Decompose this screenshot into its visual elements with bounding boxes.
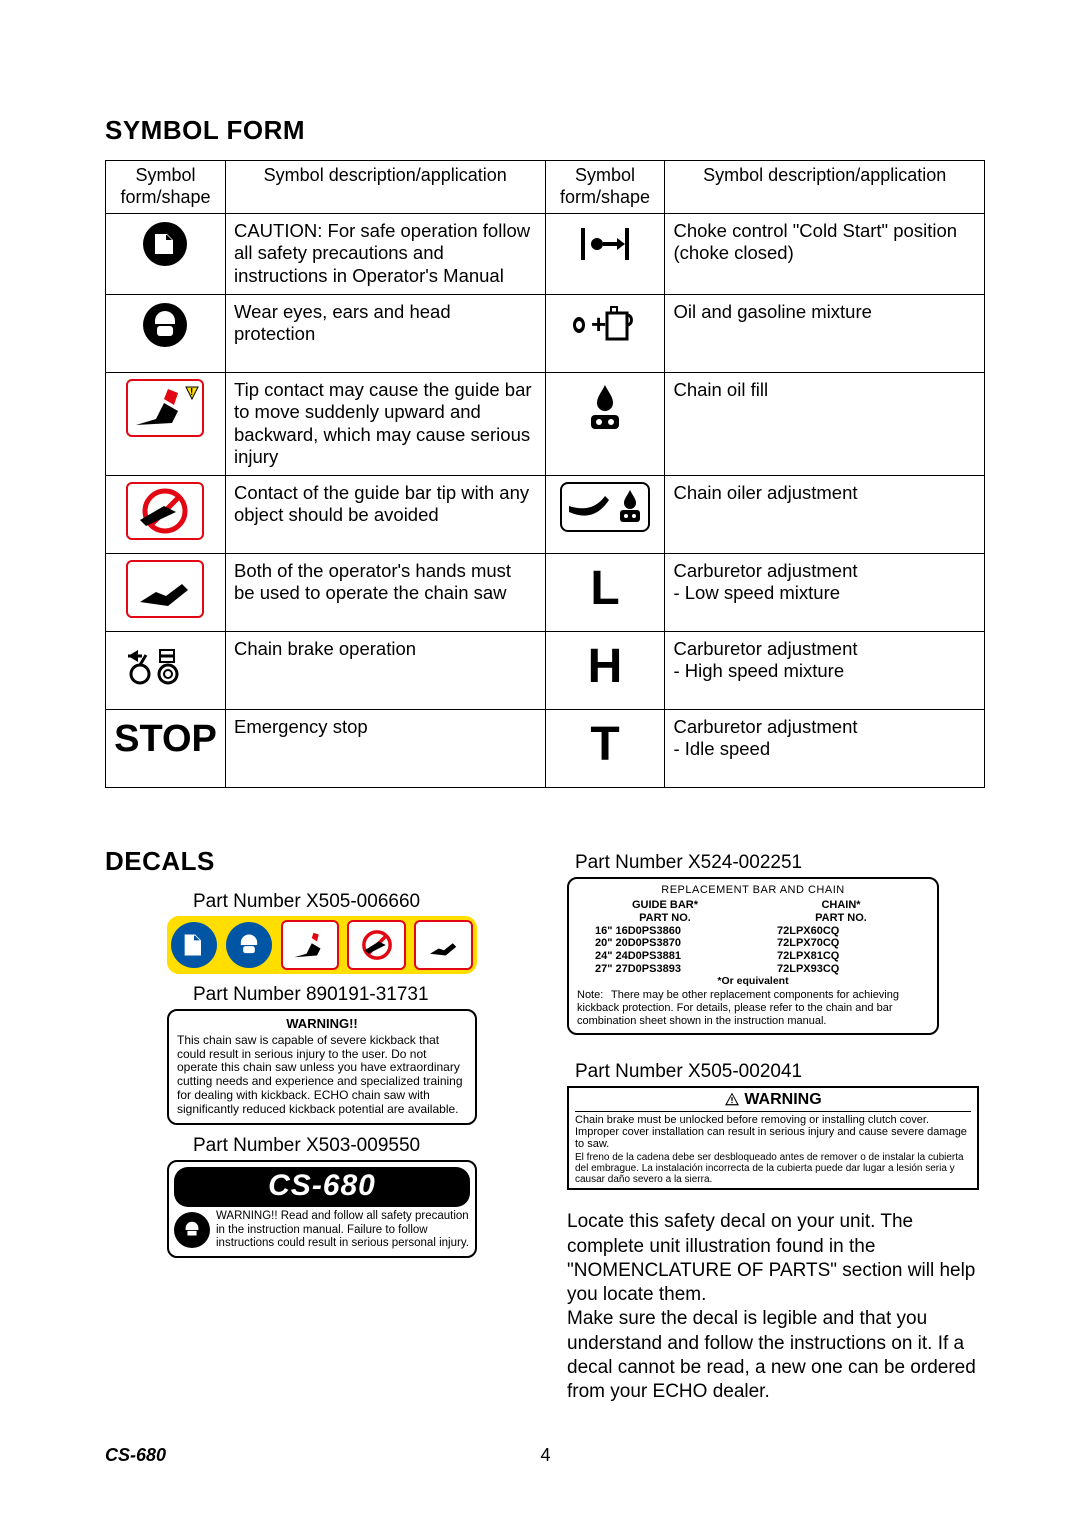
symbol-desc-b-3: Chain oiler adjustment bbox=[665, 475, 985, 553]
decal-bar-chain: REPLACEMENT BAR AND CHAIN GUIDE BAR* PAR… bbox=[567, 877, 939, 1035]
svg-text:+: + bbox=[591, 309, 606, 339]
symbol-icon-a-3 bbox=[106, 475, 226, 553]
symbol-desc-a-3: Contact of the guide bar tip with any ob… bbox=[225, 475, 545, 553]
symbol-desc-a-4: Both of the operator's hands must be use… bbox=[225, 553, 545, 631]
part-number-2: Part Number 890191-31731 bbox=[193, 984, 523, 1006]
page-footer: CS-680 4 bbox=[105, 1445, 985, 1466]
part-number-1: Part Number X505-006660 bbox=[193, 891, 523, 913]
helmet-icon bbox=[174, 1212, 210, 1248]
symbol-desc-a-1: Wear eyes, ears and head protection bbox=[225, 294, 545, 372]
symbol-icon-b-5: H bbox=[545, 631, 665, 709]
or-equivalent: *Or equivalent bbox=[577, 975, 929, 987]
symbol-desc-b-4: Carburetor adjustment - Low speed mixtur… bbox=[665, 553, 985, 631]
chain-col-head: CHAIN* PART NO. bbox=[753, 899, 929, 924]
manual-icon bbox=[171, 922, 217, 968]
locate-decal-text: Locate this safety decal on your unit. T… bbox=[567, 1210, 985, 1405]
symbol-icon-b-1: + bbox=[545, 294, 665, 372]
part-number-5: Part Number X505-002041 bbox=[575, 1061, 985, 1083]
th-shape-a: Symbol form/shape bbox=[106, 161, 226, 214]
symbol-icon-a-4 bbox=[106, 553, 226, 631]
no-tip-icon bbox=[347, 920, 406, 970]
decal-cs680: CS-680 WARNING!! Read and follow all saf… bbox=[167, 1160, 477, 1258]
decals-right-column: Part Number X524-002251 REPLACEMENT BAR … bbox=[567, 810, 985, 1405]
decal-warning-kickback: WARNING!! This chain saw is capable of s… bbox=[167, 1009, 477, 1125]
symbol-icon-a-5 bbox=[106, 631, 226, 709]
symbol-desc-a-6: Emergency stop bbox=[225, 709, 545, 787]
two-hands-icon bbox=[414, 920, 473, 970]
symbol-icon-b-0 bbox=[545, 213, 665, 294]
symbol-icon-a-2: ! bbox=[106, 372, 226, 475]
warn3-en: Chain brake must be unlocked before remo… bbox=[575, 1114, 971, 1151]
symbol-icon-a-0 bbox=[106, 213, 226, 294]
bar-col-head: GUIDE BAR* PART NO. bbox=[577, 899, 753, 924]
bar-chain-note: Note:There may be other replacement comp… bbox=[577, 989, 929, 1027]
symbol-icon-b-3 bbox=[545, 475, 665, 553]
chain-list: 72LPX60CQ72LPX70CQ72LPX81CQ72LPX93CQ bbox=[747, 925, 929, 976]
section-title-decals: DECALS bbox=[105, 846, 523, 877]
warning-heading-3: WARNING bbox=[575, 1091, 971, 1109]
symbol-icon-b-2 bbox=[545, 372, 665, 475]
th-shape-b: Symbol form/shape bbox=[545, 161, 665, 214]
symbol-desc-b-0: Choke control "Cold Start" position (cho… bbox=[665, 213, 985, 294]
th-desc-b: Symbol description/application bbox=[665, 161, 985, 214]
svg-text:!: ! bbox=[190, 387, 193, 398]
symbol-icon-b-4: L bbox=[545, 553, 665, 631]
bar-chain-head: REPLACEMENT BAR AND CHAIN bbox=[577, 884, 929, 897]
symbol-desc-b-6: Carburetor adjustment - Idle speed bbox=[665, 709, 985, 787]
warn3-es: El freno de la cadena debe ser desbloque… bbox=[575, 1152, 971, 1186]
symbol-desc-b-1: Oil and gasoline mixture bbox=[665, 294, 985, 372]
cs680-text: WARNING!! Read and follow all safety pre… bbox=[216, 1210, 470, 1251]
symbol-icon-a-1 bbox=[106, 294, 226, 372]
symbol-desc-a-2: Tip contact may cause the guide bar to m… bbox=[225, 372, 545, 475]
symbol-icon-b-6: T bbox=[545, 709, 665, 787]
symbol-desc-a-0: CAUTION: For safe operation follow all s… bbox=[225, 213, 545, 294]
part-number-4: Part Number X524-002251 bbox=[575, 852, 985, 874]
footer-model: CS-680 bbox=[105, 1445, 166, 1466]
kickback-icon bbox=[281, 920, 340, 970]
warning-heading-1: WARNING!! bbox=[177, 1017, 467, 1032]
symbol-desc-b-2: Chain oil fill bbox=[665, 372, 985, 475]
bar-list: 16" 16D0PS386020" 20D0PS387024" 24D0PS38… bbox=[577, 925, 747, 976]
cs680-badge: CS-680 bbox=[174, 1167, 470, 1208]
decal-yellow-strip bbox=[167, 916, 477, 974]
symbol-icon-a-6: STOP bbox=[106, 709, 226, 787]
ppe-icon bbox=[226, 922, 272, 968]
section-title-symbol-form: SYMBOL FORM bbox=[105, 115, 985, 146]
part-number-3: Part Number X503-009550 bbox=[193, 1135, 523, 1157]
th-desc-a: Symbol description/application bbox=[225, 161, 545, 214]
symbol-form-table: Symbol form/shape Symbol description/app… bbox=[105, 160, 985, 788]
decals-left-column: DECALS Part Number X505-006660 Part Numb… bbox=[105, 810, 523, 1405]
warning-body-1: This chain saw is capable of severe kick… bbox=[177, 1034, 467, 1117]
symbol-desc-b-5: Carburetor adjustment - High speed mixtu… bbox=[665, 631, 985, 709]
decal-chain-brake-warning: WARNING Chain brake must be unlocked bef… bbox=[567, 1086, 979, 1190]
footer-page-number: 4 bbox=[541, 1445, 551, 1466]
symbol-desc-a-5: Chain brake operation bbox=[225, 631, 545, 709]
